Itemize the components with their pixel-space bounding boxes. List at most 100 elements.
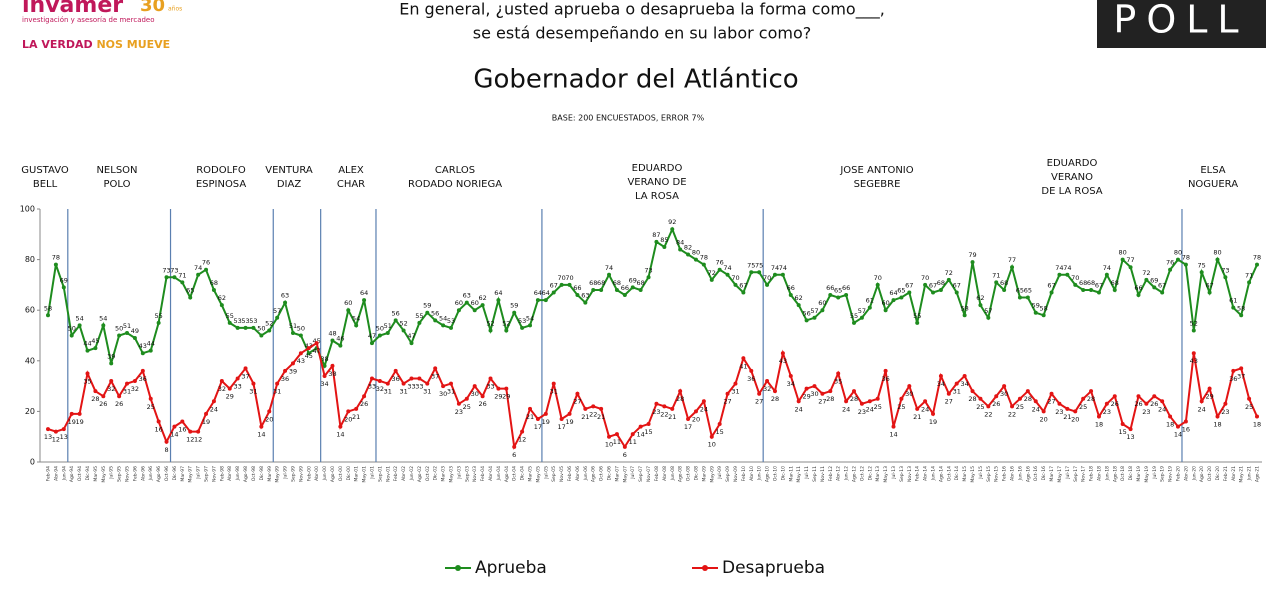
x-tick-label: Jun-96 <box>148 466 154 482</box>
point <box>1144 277 1149 282</box>
x-tick-label: Dic-02 <box>433 466 439 481</box>
point <box>946 277 951 282</box>
point <box>496 386 501 391</box>
data-label: 54 <box>439 314 447 322</box>
point <box>915 320 920 325</box>
data-label: 11 <box>613 438 621 446</box>
point <box>725 272 730 277</box>
data-label: 65 <box>834 287 842 295</box>
data-label: 56 <box>802 309 810 317</box>
x-tick-label: Ago-98 <box>243 466 249 482</box>
point <box>796 399 801 404</box>
x-tick-label: Oct-10 <box>772 466 778 481</box>
data-label: 23 <box>1142 408 1150 416</box>
data-label: 52 <box>399 319 407 327</box>
point <box>567 282 572 287</box>
x-tick-label: Abr-10 <box>749 466 755 481</box>
x-tick-label: Jul-97 <box>196 466 202 480</box>
point <box>211 287 216 292</box>
x-tick-label: Jun-14 <box>931 466 937 482</box>
data-label: 30 <box>905 390 913 398</box>
point <box>867 305 872 310</box>
data-label: 19 <box>68 418 76 426</box>
data-label: 57 <box>858 307 866 315</box>
x-tick-label: Dic-08 <box>693 466 699 481</box>
data-label: 53 <box>518 317 526 325</box>
point <box>820 308 825 313</box>
period-name: LA ROSA <box>635 191 679 202</box>
data-label: 36 <box>281 375 289 383</box>
data-label: 68 <box>1087 279 1095 287</box>
y-tick-label: 100 <box>20 205 35 214</box>
x-tick-label: May-05 <box>535 466 541 483</box>
data-label: 64 <box>542 289 550 297</box>
period-name: JOSE ANTONIO <box>839 165 913 176</box>
point <box>1231 305 1236 310</box>
point <box>749 368 754 373</box>
data-label: 36 <box>747 375 755 383</box>
data-label: 50 <box>297 325 305 333</box>
data-label: 38 <box>320 355 328 363</box>
point <box>164 275 169 280</box>
data-label: 13 <box>60 433 68 441</box>
point <box>369 376 374 381</box>
data-label: 76 <box>1166 259 1174 267</box>
point <box>678 389 683 394</box>
point <box>164 439 169 444</box>
motto: LA VERDAD NOS MUEVE <box>22 38 170 51</box>
data-label: 43 <box>297 357 305 365</box>
x-tick-label: Nov-97 <box>211 466 217 482</box>
point <box>235 376 240 381</box>
point <box>93 346 98 351</box>
data-label: 33 <box>407 383 415 391</box>
data-label: 23 <box>1055 408 1063 416</box>
x-tick-label: Jul-03 <box>456 466 462 480</box>
data-label: 21 <box>913 413 921 421</box>
point <box>551 381 556 386</box>
data-label: 24 <box>700 405 708 413</box>
data-label: 69 <box>60 276 68 284</box>
x-tick-label: Jun-98 <box>235 466 241 482</box>
x-tick-label: Abr-08 <box>662 466 668 481</box>
x-tick-label: Dic-20 <box>1215 466 1221 481</box>
point <box>298 333 303 338</box>
point <box>1025 389 1030 394</box>
point <box>259 333 264 338</box>
data-label: 15 <box>716 428 724 436</box>
data-label: 52 <box>502 319 510 327</box>
point <box>441 384 446 389</box>
period-name: DIAZ <box>277 179 301 190</box>
x-tick-label: Jul-99 <box>283 466 289 480</box>
legend-marker <box>702 565 708 571</box>
point <box>1175 424 1180 429</box>
point <box>978 396 983 401</box>
period-name: POLO <box>104 179 131 190</box>
point <box>117 333 122 338</box>
point <box>283 368 288 373</box>
x-tick-label: Oct-12 <box>859 466 865 481</box>
data-label: 36 <box>392 375 400 383</box>
data-label: 21 <box>668 413 676 421</box>
point <box>1112 394 1117 399</box>
point <box>1215 414 1220 419</box>
data-label: 21 <box>581 413 589 421</box>
data-label: 65 <box>186 287 194 295</box>
period-name: BELL <box>33 179 58 190</box>
point <box>946 391 951 396</box>
point <box>480 303 485 308</box>
point <box>954 381 959 386</box>
point <box>85 348 90 353</box>
data-label: 25 <box>463 403 471 411</box>
x-tick-label: Mar-11 <box>788 466 794 482</box>
data-label: 60 <box>881 299 889 307</box>
x-tick-label: Jul-15 <box>978 466 984 480</box>
point <box>804 318 809 323</box>
data-label: 23 <box>652 408 660 416</box>
point <box>1255 414 1259 419</box>
point <box>330 338 335 343</box>
data-label: 67 <box>929 281 937 289</box>
data-label: 74 <box>605 264 613 272</box>
point <box>528 323 533 328</box>
data-label: 31 <box>731 388 739 396</box>
data-label: 31 <box>550 388 558 396</box>
